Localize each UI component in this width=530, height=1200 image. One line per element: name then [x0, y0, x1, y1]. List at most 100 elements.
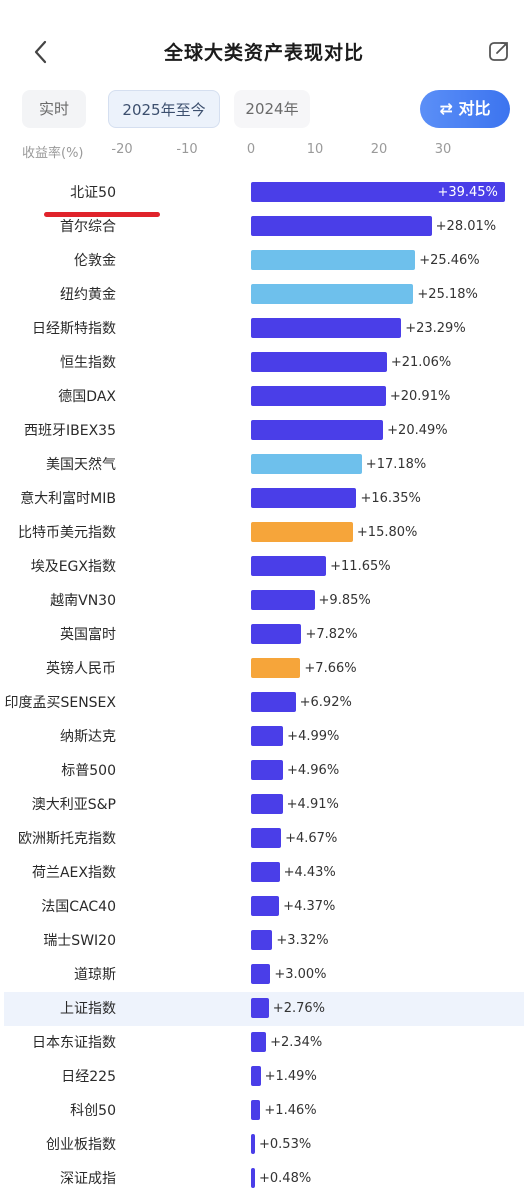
- value-label: +15.80%: [356, 525, 418, 540]
- value-label: +25.46%: [419, 253, 480, 268]
- page-title: 全球大类资产表现对比: [163, 42, 364, 64]
- value-label: +25.18%: [417, 287, 478, 302]
- asset-row[interactable]: 印度孟买SENSEX +6.92%: [4, 686, 524, 720]
- asset-row[interactable]: 意大利富时MIB +16.35%: [4, 482, 524, 516]
- asset-row[interactable]: 纽约黄金 +25.18%: [4, 278, 524, 312]
- tick-label: -10: [176, 142, 198, 157]
- bar-index: [251, 386, 386, 406]
- asset-name: 伦敦金: [74, 253, 116, 269]
- asset-row[interactable]: 瑞士SWI20 +3.32%: [4, 924, 524, 958]
- value-label: +23.29%: [405, 321, 466, 336]
- asset-name: 澳大利亚S&P: [31, 797, 116, 813]
- bar-commodity: [251, 250, 416, 270]
- asset-row[interactable]: 恒生指数 +21.06%: [4, 346, 524, 380]
- value-label: +0.53%: [259, 1137, 312, 1152]
- asset-row[interactable]: 伦敦金 +25.46%: [4, 244, 524, 278]
- x-axis-label: 收益率(%): [22, 146, 84, 161]
- bar-index: [251, 216, 432, 236]
- bar-fx: [251, 658, 301, 678]
- chevron-left-icon: [34, 40, 47, 64]
- asset-row[interactable]: 上证指数 +2.76%: [4, 992, 524, 1026]
- asset-bar-chart: 北证50 +39.45% 首尔综合 +28.01% 伦敦金 +25.46% 纽约黄金 +25.…: [4, 176, 524, 1196]
- asset-row[interactable]: 澳大利亚S&P +4.91%: [4, 788, 524, 822]
- asset-name: 科创50: [70, 1103, 116, 1119]
- value-label: +9.85%: [318, 593, 371, 608]
- asset-name: 恒生指数: [60, 355, 116, 371]
- bar-index: [251, 624, 302, 644]
- back-button[interactable]: [30, 38, 52, 66]
- tick-label: 30: [434, 142, 452, 157]
- value-label: +4.91%: [286, 797, 339, 812]
- asset-row[interactable]: 西班牙IBEX35 +20.49%: [4, 414, 524, 448]
- tick-label: -20: [111, 142, 133, 157]
- asset-row[interactable]: 美国天然气 +17.18%: [4, 448, 524, 482]
- value-label: +28.01%: [435, 219, 497, 234]
- value-label: +2.34%: [270, 1035, 323, 1050]
- bar-index: [251, 998, 269, 1018]
- bar-index: [251, 556, 327, 576]
- compare-button[interactable]: ⇄ 对比: [420, 90, 510, 128]
- x-axis: 收益率(%) -20 -10 0 10 20 30: [4, 140, 524, 162]
- bar-index: [251, 862, 280, 882]
- asset-row[interactable]: 道琼斯 +3.00%: [4, 958, 524, 992]
- value-label: +11.65%: [330, 559, 391, 574]
- asset-row[interactable]: 荷兰AEX指数 +4.43%: [4, 856, 524, 890]
- value-label: +20.49%: [387, 423, 448, 438]
- asset-row[interactable]: 深证成指 +0.48%: [4, 1162, 524, 1196]
- tick-label: 0: [246, 142, 256, 157]
- asset-row[interactable]: 英国富时 +7.82%: [4, 618, 524, 652]
- bar-index: [251, 488, 357, 508]
- asset-row[interactable]: 日本东证指数 +2.34%: [4, 1026, 524, 1060]
- bar-index: [251, 318, 402, 338]
- bar-index: [251, 182, 506, 202]
- value-label: +4.99%: [287, 729, 340, 744]
- tab-2024[interactable]: 2024年: [234, 90, 310, 128]
- value-label: +4.67%: [285, 831, 338, 846]
- asset-name: 瑞士SWI20: [43, 933, 116, 949]
- value-label: +16.35%: [360, 491, 421, 506]
- bar-index: [251, 794, 283, 814]
- asset-name: 深证成指: [60, 1171, 116, 1187]
- asset-row[interactable]: 北证50 +39.45%: [4, 176, 524, 217]
- value-label: +4.43%: [283, 865, 336, 880]
- asset-name: 英国富时: [60, 627, 116, 643]
- asset-name: 印度孟买SENSEX: [4, 695, 116, 711]
- value-label: +21.06%: [390, 355, 452, 370]
- red-underline-annotation: [44, 212, 160, 217]
- asset-row[interactable]: 日经斯特指数 +23.29%: [4, 312, 524, 346]
- header: 全球大类资产表现对比: [4, 4, 524, 96]
- value-label: +6.92%: [299, 695, 352, 710]
- value-label: +39.45%: [437, 185, 498, 200]
- asset-name: 上证指数: [60, 1001, 116, 1017]
- asset-name: 日经225: [61, 1069, 116, 1085]
- bar-commodity: [251, 284, 414, 304]
- asset-row[interactable]: 欧洲斯托克指数 +4.67%: [4, 822, 524, 856]
- bar-index: [251, 590, 315, 610]
- asset-row[interactable]: 埃及EGX指数 +11.65%: [4, 550, 524, 584]
- bar-index: [251, 896, 280, 916]
- share-button[interactable]: [488, 40, 510, 62]
- asset-name: 纳斯达克: [60, 729, 116, 745]
- asset-row[interactable]: 德国DAX +20.91%: [4, 380, 524, 414]
- asset-row[interactable]: 英镑人民币 +7.66%: [4, 652, 524, 686]
- value-label: +7.66%: [304, 661, 357, 676]
- value-label: +4.37%: [283, 899, 336, 914]
- value-label: +17.18%: [365, 457, 427, 472]
- asset-name: 日经斯特指数: [32, 321, 116, 337]
- asset-row[interactable]: 比特币美元指数 +15.80%: [4, 516, 524, 550]
- asset-row[interactable]: 越南VN30 +9.85%: [4, 584, 524, 618]
- bar-index: [251, 1066, 261, 1086]
- asset-row[interactable]: 首尔综合 +28.01%: [4, 210, 524, 244]
- asset-row[interactable]: 标普500 +4.96%: [4, 754, 524, 788]
- bar-fx: [251, 522, 353, 542]
- tab-realtime[interactable]: 实时: [22, 90, 86, 128]
- asset-row[interactable]: 法国CAC40 +4.37%: [4, 890, 524, 924]
- asset-row[interactable]: 科创50 +1.46%: [4, 1094, 524, 1128]
- asset-row[interactable]: 日经225 +1.49%: [4, 1060, 524, 1094]
- bar-index: [251, 692, 296, 712]
- bar-index: [251, 1100, 261, 1120]
- asset-row[interactable]: 创业板指数 +0.53%: [4, 1128, 524, 1162]
- tab-ytd-2025[interactable]: 2025年至今: [108, 90, 220, 128]
- tick-label: 10: [306, 142, 324, 157]
- asset-row[interactable]: 纳斯达克 +4.99%: [4, 720, 524, 754]
